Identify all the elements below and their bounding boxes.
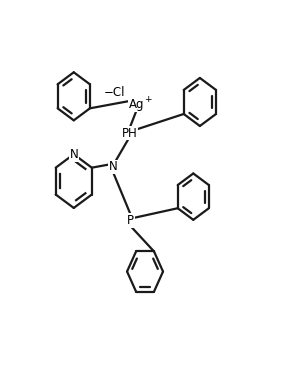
- Text: N: N: [109, 160, 118, 174]
- Text: P: P: [127, 214, 134, 227]
- Text: PH: PH: [122, 127, 138, 139]
- Text: Ag: Ag: [128, 98, 144, 111]
- Text: +: +: [145, 95, 152, 103]
- Text: −Cl: −Cl: [104, 86, 125, 99]
- Text: N: N: [69, 148, 78, 161]
